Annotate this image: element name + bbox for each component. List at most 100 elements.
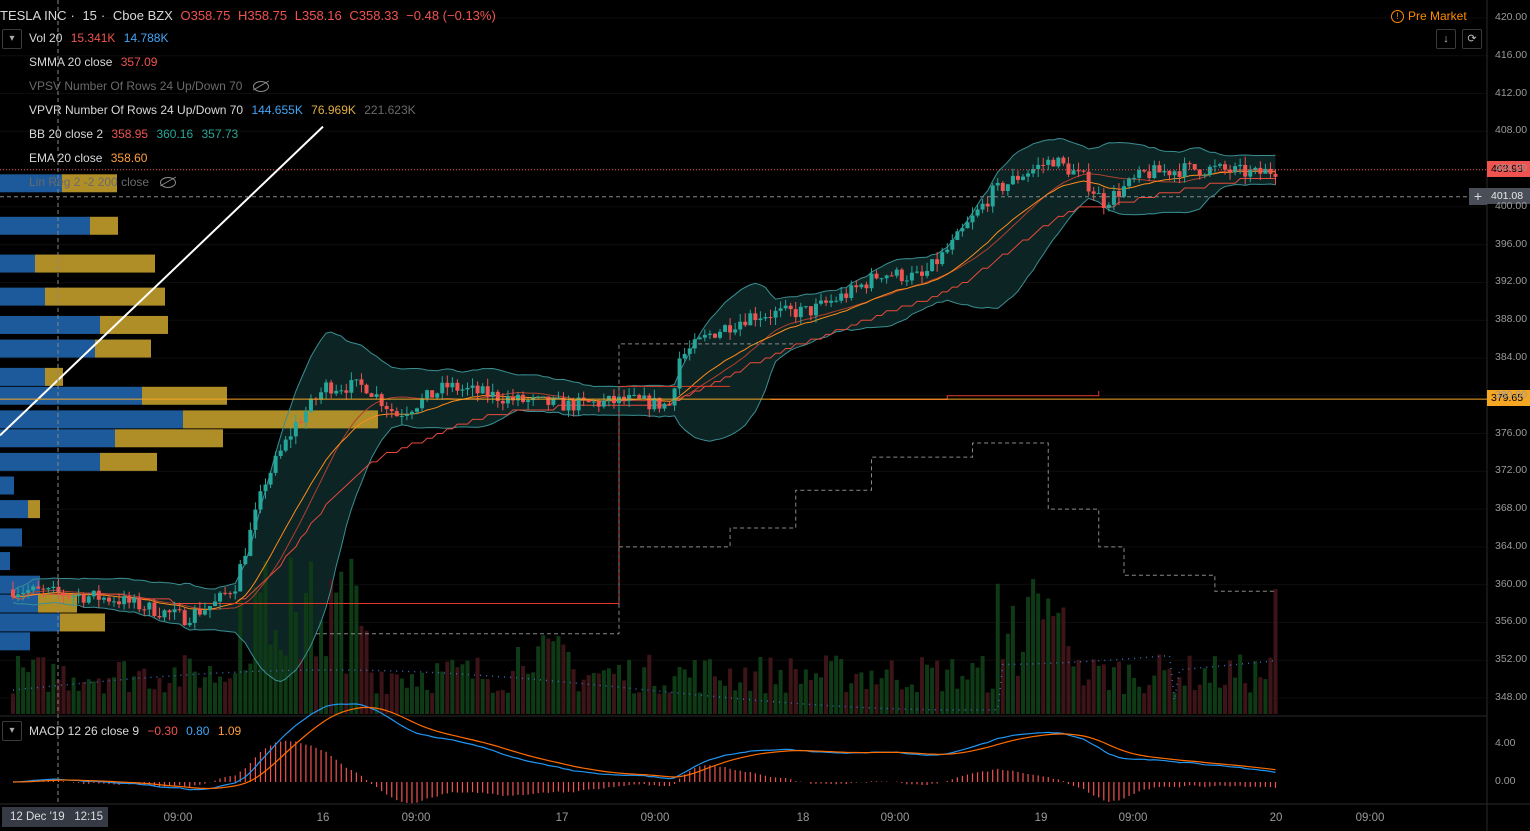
candle-body — [1147, 171, 1152, 179]
volume-bar — [536, 646, 541, 714]
volume-bar — [1061, 607, 1066, 714]
candle-body — [324, 382, 329, 393]
candle-body — [465, 387, 470, 390]
candle-body — [425, 390, 430, 399]
legend-vpvr[interactable]: VPVR Number Of Rows 24 Up/Down 70 144.65… — [29, 103, 421, 117]
candle-body — [445, 382, 450, 388]
candle-body — [768, 317, 773, 319]
candle-body — [11, 589, 15, 597]
volume-bar — [1162, 670, 1167, 714]
candle-body — [415, 408, 419, 412]
legend-vol[interactable]: Vol 20 15.341K 14.788K — [29, 31, 174, 45]
interval-label[interactable]: 15 — [82, 8, 97, 23]
volume-bar — [1197, 684, 1202, 714]
volume-bar — [430, 693, 435, 714]
candle-body — [970, 215, 975, 223]
volume-bar — [859, 672, 864, 714]
volume-bar — [495, 690, 500, 714]
legend-bb[interactable]: BB 20 close 2 358.95 360.16 357.73 — [29, 127, 243, 141]
refresh-icon[interactable]: ⟳ — [1462, 29, 1482, 49]
candle-body — [1187, 163, 1192, 165]
candle-body — [718, 331, 722, 338]
volume-bar — [899, 689, 904, 714]
volume-bar — [435, 663, 440, 714]
legend-macd[interactable]: MACD 12 26 close 9 −0.30 0.80 1.09 — [29, 724, 246, 738]
candle-body — [319, 392, 324, 400]
volume-bar — [758, 656, 763, 714]
vpvr-total-value: 221.623K — [364, 103, 416, 117]
candle-body — [778, 308, 783, 311]
legend-linreg[interactable]: Lin Reg 2 -2 200 close — [29, 175, 181, 189]
volume-bar — [1273, 589, 1278, 714]
candle-body — [258, 491, 263, 510]
time-tick-label: 09:00 — [640, 812, 670, 824]
candle-body — [571, 400, 576, 411]
volume-bar — [914, 692, 919, 714]
exchange-label: Cboe BZX — [112, 8, 173, 23]
candle-body — [541, 396, 546, 398]
premarket-indicator[interactable]: ! Pre Market — [1391, 9, 1467, 24]
volume-bar — [889, 660, 894, 714]
price-tick-label: 360.00 — [1495, 577, 1528, 590]
candle-body — [1243, 164, 1248, 177]
scroll-down-icon[interactable]: ↓ — [1436, 29, 1456, 49]
volume-bar — [1031, 579, 1036, 714]
candle-body — [899, 269, 904, 282]
candle-body — [86, 596, 91, 603]
collapse-legend-button[interactable]: ▾ — [2, 29, 22, 49]
candle-body — [591, 401, 596, 403]
candle-body — [677, 358, 682, 389]
volume-bar — [667, 692, 672, 714]
candle-body — [359, 379, 364, 385]
price-tick-label: 380.00 — [1495, 388, 1528, 401]
vp-row-up — [0, 216, 90, 235]
volume-bar — [1000, 659, 1005, 714]
legend-ema[interactable]: EMA 20 close 358.60 — [29, 151, 152, 165]
legend-smma[interactable]: SMMA 20 close 357.09 — [29, 55, 162, 69]
candle-body — [233, 591, 238, 594]
volume-bar — [475, 657, 480, 714]
candle-body — [420, 398, 425, 409]
candle-body — [162, 610, 167, 618]
candle-body — [455, 382, 460, 391]
candle-body — [490, 391, 495, 397]
hidden-eye-icon[interactable] — [253, 81, 270, 93]
candle-body — [1086, 171, 1091, 192]
volume-bar — [808, 679, 813, 714]
linreg-line — [0, 125, 324, 437]
candle-body — [697, 337, 702, 340]
volume-bar — [1026, 596, 1031, 714]
add-alert-icon[interactable]: + — [1469, 188, 1487, 205]
candle-body — [1122, 186, 1126, 197]
hidden-eye-icon[interactable] — [160, 177, 177, 189]
vp-row-down — [95, 339, 151, 358]
volume-bar — [1122, 693, 1126, 714]
candle-body — [76, 594, 81, 597]
volume-bar — [879, 678, 884, 714]
volume-bar — [677, 667, 682, 714]
volume-bar — [743, 667, 748, 714]
candle-body — [127, 596, 132, 603]
candle-body — [935, 259, 940, 265]
candle-body — [172, 609, 177, 613]
volume-bar — [1263, 679, 1268, 714]
candle-body — [1076, 170, 1081, 172]
candle-body — [197, 609, 202, 615]
volume-bar — [839, 658, 844, 714]
ohlc-close: C358.33 — [349, 8, 399, 23]
symbol-name[interactable]: TESLA INC — [0, 8, 67, 23]
vp-row-up — [0, 386, 142, 405]
volume-bar — [253, 587, 258, 714]
candle-body — [985, 203, 990, 207]
price-tick-label: 368.00 — [1495, 502, 1528, 515]
volume-bar — [566, 651, 571, 714]
candle-body — [682, 353, 687, 359]
current-price-tag: 403.93 — [1487, 161, 1530, 177]
legend-vpsv[interactable]: VPSV Number Of Rows 24 Up/Down 70 — [29, 79, 274, 93]
macd-collapse-button[interactable]: ▾ — [2, 721, 22, 741]
candle-body — [601, 400, 606, 407]
candle-body — [662, 403, 667, 409]
ema-label: EMA 20 close — [29, 151, 103, 165]
volume-bar — [349, 558, 354, 714]
